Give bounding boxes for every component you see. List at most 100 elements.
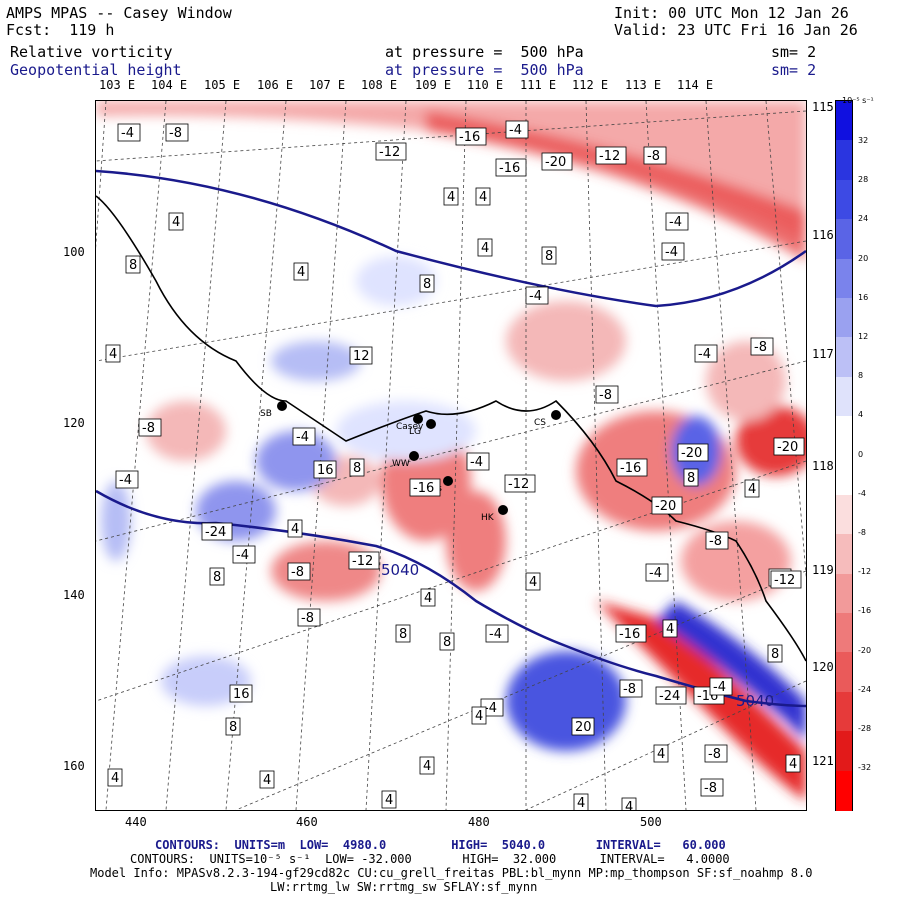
vorticity-label-box [471,706,487,725]
vorticity-label-box [616,458,648,477]
vorticity-label: -8 [754,340,767,355]
vorticity-label-box [477,238,493,257]
colorbar-label: -16 [858,606,872,616]
vorticity-label-box [165,123,189,142]
colorbar-label: 0 [858,449,864,459]
colorbar-segment [836,258,852,299]
vorticity-label: 8 [545,249,553,264]
vorticity-label-box [420,588,436,607]
vorticity-label-box [541,152,573,171]
vorticity-label-box [651,496,683,515]
y-tick-label: 160 [63,759,85,773]
vorticity-label-box [661,242,685,261]
vorticity-label: 4 [111,771,119,786]
vorticity-label-box [571,717,595,736]
top-lon-label: 109 E [415,78,452,92]
vorticity-label-box [419,274,435,293]
vorticity-label-box [409,478,441,497]
vorticity-label: 8 [771,647,779,662]
vorticity-label-box [643,146,667,165]
vorticity-label-box [115,470,139,489]
vorticity-label: -20 [777,440,798,455]
colorbar-label: -4 [858,488,866,498]
vorticity-label: -4 [698,347,711,362]
vorticity-label-box [125,255,141,274]
vorticity-label: 4 [789,757,797,772]
vorticity-label-box [232,545,256,564]
colorbar-label: -8 [858,528,866,537]
colorbar-label: 20 [858,253,869,263]
colorbar-segment [836,573,852,615]
vorticity-label: 8 [353,461,361,476]
vorticity-label: 8 [129,258,137,273]
vorticity-label-box [525,572,541,591]
vorticity-label-box [504,474,536,493]
colorbar-segment [836,613,852,654]
vorticity-label-box [704,744,728,763]
colorbar-label: 12 [858,332,869,341]
vorticity-label-box [168,212,184,231]
init-time: Init: 00 UTC Mon 12 Jan 26 [614,4,849,22]
station-label: WW [392,459,410,469]
vorticity-label-box [209,567,225,586]
colorbar-label: 8 [858,371,864,381]
vorticity-label: -8 [291,565,304,580]
vorticity-label: 4 [385,793,393,808]
vorticity-label: 4 [172,215,180,230]
colorbar-label: -28 [858,724,872,733]
height-contour-label: 5040 [736,692,774,710]
vorticity-label-box [138,418,162,437]
station-marker [426,419,436,429]
colorbar-segment [836,731,852,772]
y-tick-label: 100 [63,245,85,259]
vorticity-label: -4 [296,430,309,445]
colorbar-segment [836,770,852,811]
vorticity-label: -4 [470,455,483,470]
colorbar-label: -32 [858,763,872,773]
station-marker [443,476,453,486]
top-lon-label: 113 E [625,78,662,92]
vorticity-label: 4 [748,482,756,497]
vorticity-label: 8 [213,570,221,585]
vorticity-label: 4 [529,575,537,590]
vorticity-label: -4 [509,123,522,138]
top-lon-label: 107 E [309,78,346,92]
station-label: CS [534,418,546,428]
vorticity-label-box [395,624,411,643]
vorticity-label: -4 [236,548,249,563]
vorticity-label-box [297,608,321,627]
colorbar-segment [836,376,852,418]
valid-time: Valid: 23 UTC Fri 16 Jan 26 [614,21,858,39]
vorticity-label-box [645,563,669,582]
vorticity-label: -16 [413,481,434,496]
vorticity-label: 20 [575,720,592,735]
vorticity-label-box [475,187,491,206]
vorticity-label: 4 [424,591,432,606]
vorticity-label-box [105,344,121,363]
vorticity-label-box [495,158,527,177]
vorticity-label-box [653,744,669,763]
vorticity-label-box [694,344,718,363]
vorticity-label: -20 [681,446,702,461]
vorticity-label-box [525,286,549,305]
top-lon-label: 112 E [572,78,609,92]
station-marker [413,414,423,424]
vorticity-label: -4 [529,289,542,304]
vorticity-label-box [541,246,557,265]
station-marker [409,451,419,461]
top-lon-label: 111 E [520,78,557,92]
field2-smoothing: sm= 2 [771,61,817,79]
vorticity-label: -4 [121,126,134,141]
colorbar-label: 28 [858,175,869,185]
vorticity-label: 4 [479,190,487,205]
colorbar-label: 24 [858,214,869,224]
vorticity-label-box [349,346,373,365]
vorticity-label-box [229,684,253,703]
vorticity-label-box [750,337,774,356]
vorticity-label: -8 [709,534,722,549]
colorbar-segment [836,297,852,339]
graticule [96,101,806,810]
vorticity-label-box [348,551,380,570]
vorticity-label-box [744,479,760,498]
vorticity-label-box [785,754,801,773]
